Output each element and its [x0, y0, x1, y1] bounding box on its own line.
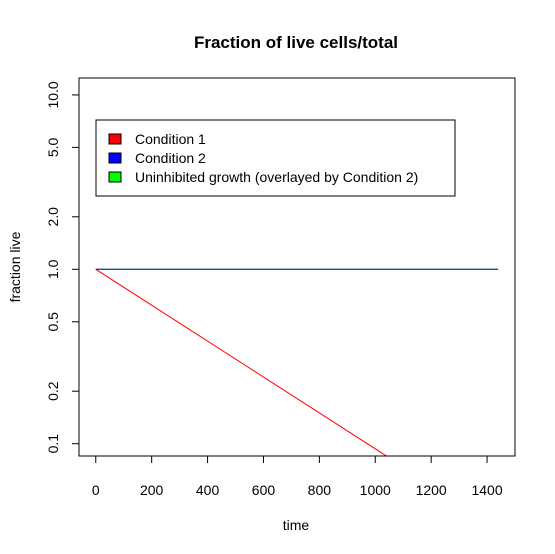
legend-box — [95, 119, 456, 197]
legend-swatch-3 — [108, 171, 122, 183]
x-axis: 0 200 400 600 800 1000 1200 1400 — [92, 455, 503, 498]
x-tick-label: 800 — [308, 482, 332, 498]
y-tick-label: 2.0 — [45, 207, 61, 227]
y-tick-label: 0.1 — [45, 434, 61, 454]
x-tick-label: 600 — [252, 482, 276, 498]
y-axis: 0.1 0.2 0.5 1.0 2.0 5.0 10.0 — [45, 81, 80, 454]
y-tick-label: 1.0 — [45, 259, 61, 279]
x-tick-label: 400 — [196, 482, 220, 498]
legend-label-3: Uninhibited growth (overlayed by Conditi… — [135, 169, 418, 185]
x-axis-label: time — [283, 517, 310, 533]
y-tick-label: 10.0 — [45, 81, 61, 108]
x-tick-label: 1200 — [416, 482, 447, 498]
legend: Condition 1 Condition 2 Uninhibited growth… — [95, 119, 456, 197]
x-tick-label: 1400 — [471, 482, 502, 498]
x-tick-label: 1000 — [360, 482, 391, 498]
x-tick-label: 200 — [140, 482, 164, 498]
series-line-1 — [95, 268, 387, 456]
legend-swatch-1 — [108, 133, 122, 145]
legend-swatch-2 — [108, 152, 122, 164]
legend-label-2: Condition 2 — [135, 150, 206, 166]
x-tick-label: 0 — [92, 482, 100, 498]
y-tick-label: 0.5 — [45, 312, 61, 332]
legend-label-1: Condition 1 — [135, 131, 206, 147]
chart-title: Fraction of live cells/total — [194, 33, 398, 52]
y-tick-label: 5.0 — [45, 137, 61, 157]
y-axis-label: fraction live — [7, 231, 23, 302]
series-layer — [95, 268, 499, 456]
y-tick-label: 0.2 — [45, 381, 61, 401]
